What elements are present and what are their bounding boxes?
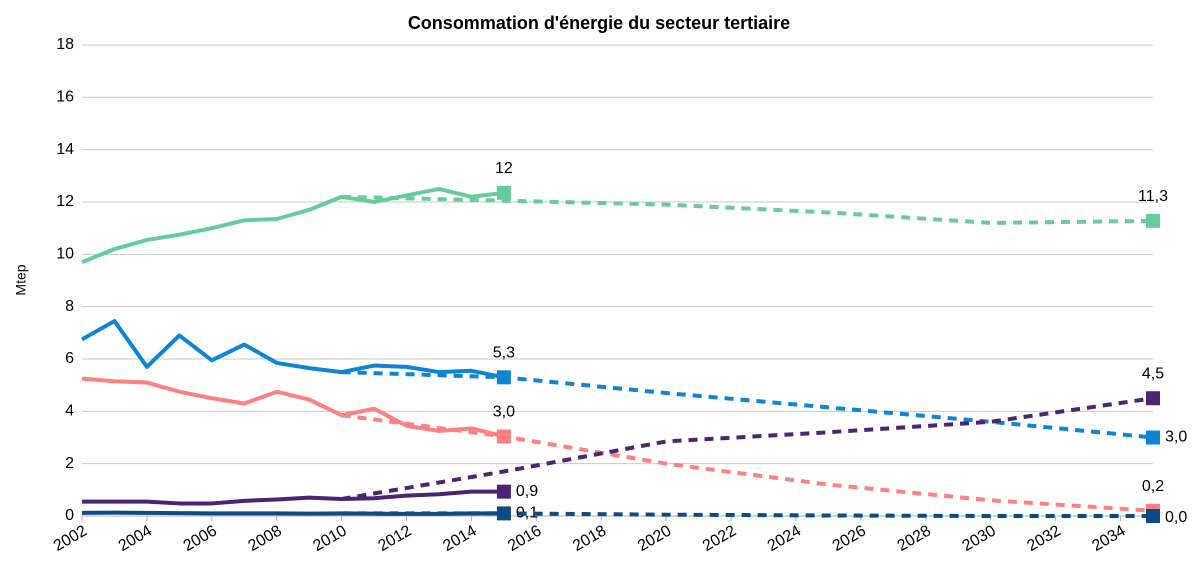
- x-tick-label: 2018: [570, 522, 609, 555]
- projection-line: [341, 511, 1153, 518]
- x-tick-label: 2030: [960, 522, 999, 555]
- series-line: [81, 319, 505, 380]
- y-tick-label: 10: [56, 246, 74, 263]
- point-marker: [1146, 509, 1160, 523]
- data-label: 11,3: [1138, 188, 1168, 205]
- x-tick-label: 2008: [246, 522, 285, 555]
- point-marker: [1146, 430, 1160, 445]
- x-tick-label: 2022: [700, 522, 739, 555]
- x-tick-label: 2016: [505, 522, 544, 555]
- projection-line: [341, 194, 1154, 225]
- data-label: 0,1: [516, 505, 538, 522]
- x-tick-label: 2024: [765, 522, 804, 555]
- series-line: [81, 186, 505, 265]
- data-label: 5,3: [493, 345, 515, 362]
- point-marker: [1146, 391, 1160, 406]
- y-tick-label: 6: [65, 350, 74, 367]
- point-marker: [496, 185, 511, 200]
- x-tick-label: 2034: [1089, 522, 1128, 555]
- x-tick-label: 2002: [51, 522, 90, 555]
- point-marker: [1146, 213, 1160, 228]
- data-label: 4,5: [1142, 365, 1164, 382]
- y-tick-label: 12: [56, 193, 74, 210]
- projection-line: [341, 413, 1154, 513]
- data-label: 0,9: [516, 483, 538, 500]
- projection-line: [341, 396, 1154, 501]
- y-tick-label: 16: [56, 89, 74, 106]
- x-tick-label: 2026: [830, 522, 869, 555]
- chart-title: Consommation d'énergie du secteur tertia…: [408, 13, 790, 33]
- y-tick-label: 18: [56, 36, 74, 53]
- data-label: 0,0: [1165, 509, 1187, 526]
- data-label: 3,0: [1165, 429, 1187, 446]
- series-line: [81, 510, 504, 516]
- y-tick-label: 14: [56, 141, 74, 158]
- series-line: [82, 489, 504, 506]
- x-tick-label: 2012: [375, 522, 414, 555]
- y-axis-label: Mtep: [13, 264, 29, 295]
- y-tick-label: 4: [65, 403, 74, 420]
- x-tick-label: 2004: [116, 522, 155, 555]
- x-tick-label: 2014: [440, 522, 479, 555]
- x-tick-label: 2032: [1024, 522, 1063, 555]
- x-tick-label: 2010: [310, 522, 349, 555]
- y-tick-label: 0: [65, 507, 74, 524]
- series-line: [81, 376, 505, 439]
- point-marker: [496, 484, 511, 499]
- y-tick-label: 2: [65, 455, 74, 472]
- x-tick-label: 2006: [181, 522, 220, 555]
- x-tick-label: 2020: [635, 522, 674, 555]
- x-tick-label: 2028: [895, 522, 934, 555]
- data-label: 3,0: [493, 404, 515, 421]
- data-label: 12: [495, 160, 513, 177]
- projection-line: [341, 370, 1154, 440]
- data-label: 0,2: [1142, 478, 1164, 495]
- y-tick-label: 8: [65, 298, 74, 315]
